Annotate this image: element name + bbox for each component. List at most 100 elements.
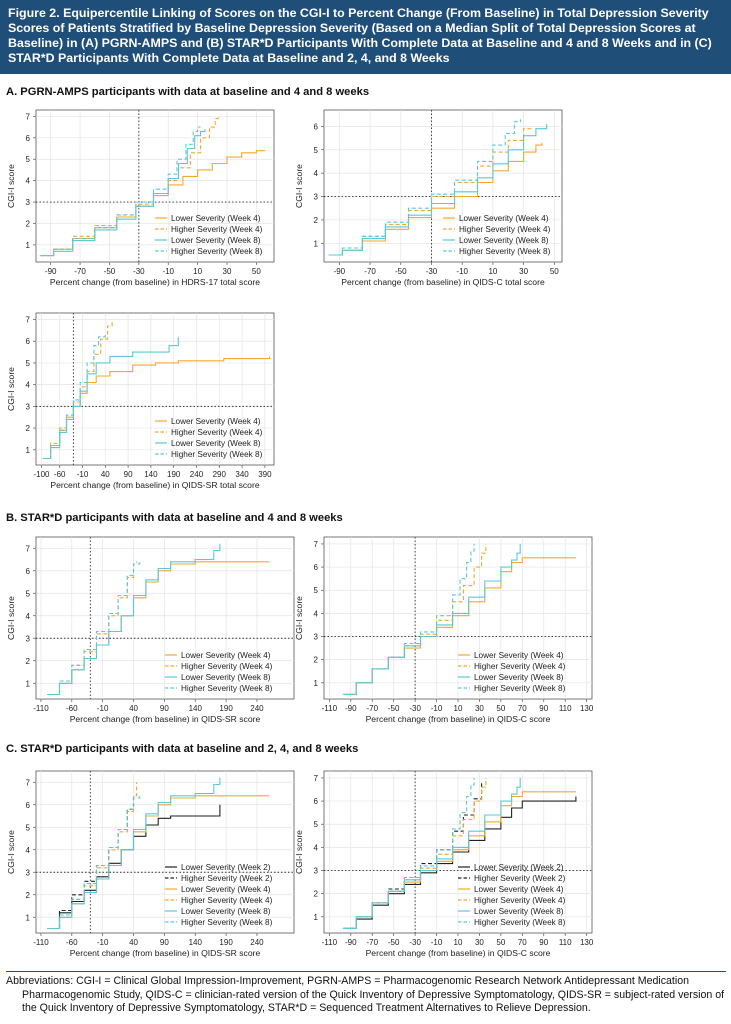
x-tick-label: 10 — [454, 704, 463, 713]
y-tick-label: 1 — [26, 679, 31, 688]
x-tick-label: 50 — [252, 267, 261, 276]
x-tick-label: 70 — [518, 938, 527, 947]
legend-label: Lower Severity (Week 4) — [474, 651, 564, 660]
legend-label: Higher Severity (Week 8) — [181, 684, 273, 693]
series-line-higher_w8 — [42, 334, 106, 460]
chart-b2: -110 -90 -70 -50 -30 -10 10 30 50 70 90 110 130 1 2 3 4 5… — [294, 536, 594, 724]
legend-label: Lower Severity (Week 8) — [474, 673, 564, 682]
y-tick-label: 7 — [314, 540, 319, 549]
x-tick-label: 40 — [101, 470, 110, 479]
x-tick-label: -90 — [45, 267, 57, 276]
x-axis-label: Percent change (from baseline) in QIDS-S… — [70, 948, 261, 958]
x-tick-label: 90 — [160, 704, 169, 713]
x-tick-label: -10 — [77, 470, 89, 479]
x-tick-label: 190 — [167, 470, 181, 479]
x-tick-label: -60 — [66, 938, 78, 947]
series-line-higher_w4 — [47, 561, 138, 696]
x-tick-label: 90 — [160, 938, 169, 947]
series-line-higher_w8 — [47, 561, 141, 696]
x-tick-label: 10 — [488, 267, 497, 276]
x-tick-label: -50 — [395, 267, 407, 276]
series-line-lower_w8 — [47, 777, 221, 930]
legend-label: Higher Severity (Week 8) — [171, 247, 263, 256]
y-tick-label: 1 — [314, 679, 319, 688]
y-tick-label: 4 — [26, 612, 31, 621]
x-tick-label: -50 — [388, 704, 400, 713]
x-tick-label: -10 — [97, 938, 109, 947]
chart-a3: -100 -60 -10 40 90 140 190 240 290 340 390 1 2 3 4 5 6 7 P… — [6, 312, 275, 490]
x-tick-label: 70 — [518, 704, 527, 713]
x-axis-label: Percent change (from baseline) in HDRS-1… — [50, 277, 260, 287]
legend-label: Higher Severity (Week 2) — [474, 874, 566, 883]
y-tick-label: 5 — [26, 359, 31, 368]
x-tick-label: 30 — [475, 704, 484, 713]
x-tick-label: 10 — [454, 938, 463, 947]
y-tick-label: 2 — [26, 657, 31, 666]
x-tick-label: -30 — [409, 938, 421, 947]
y-tick-label: 4 — [26, 846, 31, 855]
charts-canvas: -90 -70 -50 -30 -10 10 30 50 1 2 3 4 5 6 7 Percent chan… — [6, 109, 594, 958]
y-tick-label: 6 — [314, 122, 319, 131]
legend-label: Lower Severity (Week 8) — [474, 907, 564, 916]
y-tick-label: 4 — [26, 177, 31, 186]
x-tick-label: -90 — [345, 704, 357, 713]
legend-label: Lower Severity (Week 4) — [181, 885, 271, 894]
y-tick-label: 1 — [26, 913, 31, 922]
legend-label: Higher Severity (Week 4) — [171, 225, 263, 234]
y-axis-label: CGI-I score — [294, 830, 304, 874]
y-tick-label: 5 — [26, 589, 31, 598]
chart-c2: -110 -90 -70 -50 -30 -10 10 30 50 70 90 110 130 1 2 3 4 5… — [294, 770, 594, 958]
legend-label: Higher Severity (Week 8) — [171, 450, 263, 459]
series-line-higher_w4 — [343, 777, 487, 929]
y-axis-label: CGI-I score — [6, 830, 16, 874]
x-tick-label: 40 — [129, 938, 138, 947]
x-tick-label: 190 — [219, 704, 233, 713]
x-tick-label: -10 — [456, 267, 468, 276]
plot-frame — [35, 770, 295, 934]
x-tick-label: -110 — [33, 704, 49, 713]
y-tick-label: 3 — [26, 198, 31, 207]
x-tick-label: 340 — [235, 470, 249, 479]
x-tick-label: -110 — [322, 938, 338, 947]
y-tick-label: 4 — [314, 843, 319, 852]
plot-frame — [35, 536, 295, 700]
x-tick-label: -30 — [409, 704, 421, 713]
abbreviations-footnote: Abbreviations: CGI-I = Clinical Global I… — [6, 971, 726, 1016]
legend-label: Higher Severity (Week 8) — [474, 684, 566, 693]
legend-label: Lower Severity (Week 4) — [474, 885, 564, 894]
x-tick-label: -60 — [66, 704, 78, 713]
x-tick-label: 90 — [539, 938, 548, 947]
y-tick-label: 1 — [314, 239, 319, 248]
y-tick-label: 2 — [314, 656, 319, 665]
x-tick-label: 240 — [250, 704, 264, 713]
x-tick-label: 140 — [189, 704, 203, 713]
legend-label: Higher Severity (Week 4) — [171, 428, 263, 437]
x-tick-label: -70 — [366, 938, 378, 947]
y-tick-label: 4 — [314, 169, 319, 178]
x-tick-label: 30 — [223, 267, 232, 276]
x-tick-label: -10 — [431, 938, 443, 947]
y-tick-label: 5 — [26, 823, 31, 832]
x-tick-label: -50 — [388, 938, 400, 947]
x-tick-label: -30 — [426, 267, 438, 276]
figure-title: Figure 2. Equipercentile Linking of Scor… — [0, 0, 731, 74]
x-tick-label: 190 — [219, 938, 233, 947]
y-tick-label: 6 — [314, 797, 319, 806]
x-tick-label: -70 — [364, 267, 376, 276]
legend-label: Higher Severity (Week 4) — [181, 662, 273, 671]
y-tick-label: 6 — [26, 801, 31, 810]
legend-label: Lower Severity (Week 8) — [171, 439, 261, 448]
x-tick-label: 50 — [550, 267, 559, 276]
plot-frame — [323, 109, 563, 263]
x-tick-label: 40 — [129, 704, 138, 713]
y-tick-label: 2 — [26, 424, 31, 433]
x-tick-label: -60 — [54, 470, 66, 479]
y-tick-label: 7 — [26, 544, 31, 553]
y-axis-label: CGI-I score — [6, 367, 16, 411]
chart-a2: -90 -70 -50 -30 -10 10 30 50 1 2 3 4 5 6 Percent chang… — [294, 109, 563, 287]
y-axis-label: CGI-I score — [6, 164, 16, 208]
x-tick-label: 110 — [559, 704, 572, 713]
x-axis-label: Percent change (from baseline) in QIDS-S… — [70, 714, 261, 724]
footnote-line-1: Abbreviations: CGI-I = Clinical Global I… — [6, 975, 689, 987]
legend-label: Higher Severity (Week 8) — [181, 918, 273, 927]
